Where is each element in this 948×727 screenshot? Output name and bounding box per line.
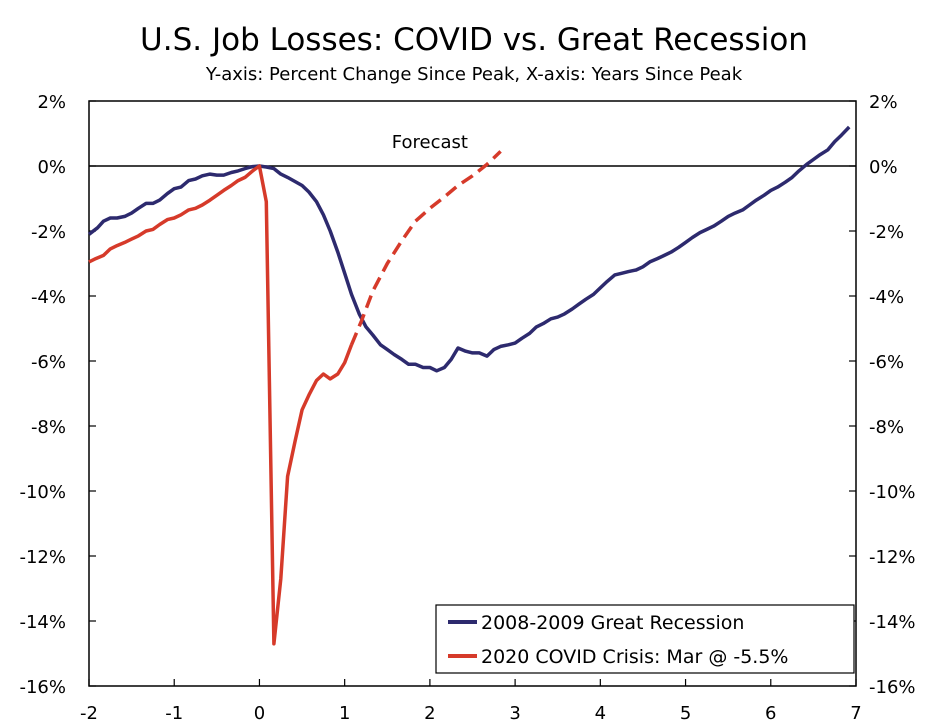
x-tick-label: 6 bbox=[765, 703, 776, 724]
legend: 2008-2009 Great Recession 2020 COVID Cri… bbox=[435, 604, 855, 674]
y-tick-label-right: -6% bbox=[869, 352, 904, 373]
x-tick-label: 5 bbox=[680, 703, 691, 724]
y-tick-label-right: -14% bbox=[869, 612, 916, 633]
x-tick-label: 3 bbox=[509, 703, 520, 724]
chart-title: U.S. Job Losses: COVID vs. Great Recessi… bbox=[140, 22, 808, 58]
series-line-great-recession bbox=[87, 125, 851, 373]
plot-area-frame bbox=[88, 100, 857, 687]
y-tick-label-left: 2% bbox=[37, 92, 66, 113]
series-line-covid-forecast bbox=[349, 150, 502, 346]
y-tick-label-right: -16% bbox=[869, 677, 916, 698]
x-tick-label: 2 bbox=[424, 703, 435, 724]
y-tick-label-left: -8% bbox=[31, 417, 66, 438]
y-tick-label-right: 2% bbox=[869, 92, 898, 113]
legend-box bbox=[435, 604, 855, 674]
series-line-covid bbox=[88, 164, 354, 646]
legend-label-great-recession: 2008-2009 Great Recession bbox=[481, 612, 744, 634]
y-tick-label-left: -10% bbox=[19, 482, 66, 503]
forecast-annotation: Forecast bbox=[392, 132, 468, 153]
y-tick-label-left: -6% bbox=[31, 352, 66, 373]
y-tick-label-right: -2% bbox=[869, 222, 904, 243]
y-tick-label-left: -14% bbox=[19, 612, 66, 633]
y-tick-label-right: -10% bbox=[869, 482, 916, 503]
y-tick-label-left: 0% bbox=[37, 157, 66, 178]
x-tick-label: 0 bbox=[254, 703, 265, 724]
x-tick-label: -2 bbox=[80, 703, 98, 724]
y-tick-label-left: -12% bbox=[19, 547, 66, 568]
y-tick-label-left: -16% bbox=[19, 677, 66, 698]
y-tick-label-right: -8% bbox=[869, 417, 904, 438]
x-tick-label: 4 bbox=[595, 703, 606, 724]
y-tick-label-right: -12% bbox=[869, 547, 916, 568]
y-tick-label-left: -4% bbox=[31, 287, 66, 308]
y-tick-label-left: -2% bbox=[31, 222, 66, 243]
x-tick-label: 7 bbox=[850, 703, 861, 724]
x-tick-label: 1 bbox=[339, 703, 350, 724]
legend-label-covid: 2020 COVID Crisis: Mar @ -5.5% bbox=[481, 646, 788, 668]
chart-subtitle: Y-axis: Percent Change Since Peak, X-axi… bbox=[205, 64, 743, 85]
y-tick-label-right: -4% bbox=[869, 287, 904, 308]
y-tick-label-right: 0% bbox=[869, 157, 898, 178]
x-tick-label: -1 bbox=[165, 703, 183, 724]
